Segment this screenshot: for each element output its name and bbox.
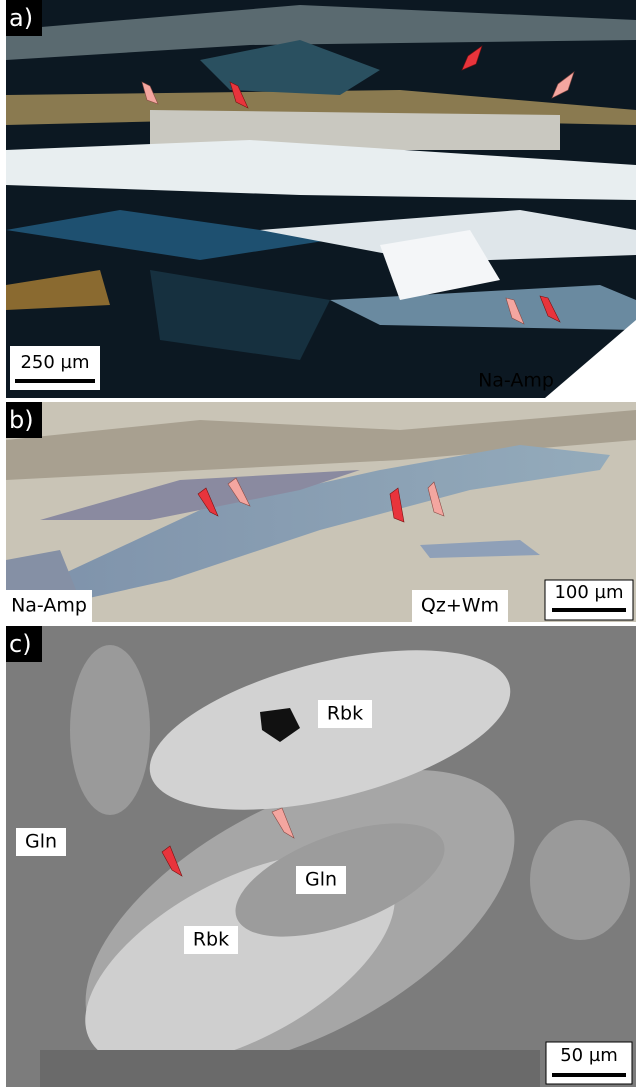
- annotation: Gln: [25, 831, 57, 853]
- annotation: Rbk: [327, 703, 363, 725]
- annotation: Na-Amp: [11, 595, 87, 617]
- annotation: Na-Amp: [478, 370, 554, 392]
- panel-b-image: [6, 402, 636, 622]
- panel-label: a): [9, 4, 33, 32]
- panel-label: c): [9, 630, 32, 658]
- scale-text: 50 µm: [560, 1045, 618, 1066]
- panel-label: b): [9, 406, 34, 434]
- panel-c-image: [6, 619, 636, 1087]
- scale-text: 250 µm: [20, 352, 89, 373]
- figure: a) 250 µm Na-Amp b) Na-Amp Qz+Wm 100 µm …: [0, 0, 636, 1087]
- panel-a-image: [6, 0, 636, 398]
- annotation: Qz+Wm: [421, 595, 499, 617]
- scale-text: 100 µm: [554, 582, 623, 603]
- annotation: Rbk: [193, 929, 229, 951]
- annotation: Gln: [305, 869, 337, 891]
